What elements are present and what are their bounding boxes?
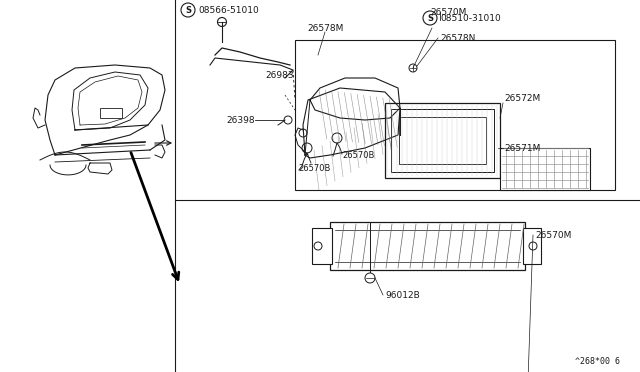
Text: 26570B: 26570B (298, 164, 330, 173)
Circle shape (218, 17, 227, 26)
Circle shape (302, 143, 312, 153)
Bar (391, 109, 494, 172)
Text: 26570M: 26570M (535, 231, 572, 240)
Text: 26578M: 26578M (307, 23, 344, 32)
Bar (385, 103, 500, 178)
Bar (312, 228, 332, 264)
Bar (295, 40, 615, 190)
Circle shape (284, 116, 292, 124)
Text: 26571M: 26571M (504, 144, 540, 153)
Circle shape (423, 11, 437, 25)
Text: 08510-31010: 08510-31010 (440, 13, 500, 22)
Circle shape (332, 133, 342, 143)
Bar (100, 108, 122, 118)
Text: 26570B: 26570B (342, 151, 374, 160)
Text: ^268*00 6: ^268*00 6 (575, 357, 620, 366)
Circle shape (314, 242, 322, 250)
Text: S: S (427, 13, 433, 22)
Text: 26570M: 26570M (430, 8, 467, 17)
Bar (399, 117, 486, 164)
Text: 26983: 26983 (265, 71, 294, 80)
Circle shape (365, 273, 375, 283)
Circle shape (529, 242, 537, 250)
Text: 08566-51010: 08566-51010 (198, 6, 259, 15)
Circle shape (299, 129, 307, 137)
Text: 26578N: 26578N (440, 33, 476, 42)
Text: 26572M: 26572M (504, 93, 540, 103)
Bar (330, 222, 525, 270)
Bar (500, 148, 590, 190)
Text: 96012B: 96012B (385, 291, 420, 299)
Text: S: S (185, 6, 191, 15)
Bar (523, 228, 541, 264)
Text: 26398: 26398 (226, 115, 255, 125)
Circle shape (409, 64, 417, 72)
Circle shape (181, 3, 195, 17)
